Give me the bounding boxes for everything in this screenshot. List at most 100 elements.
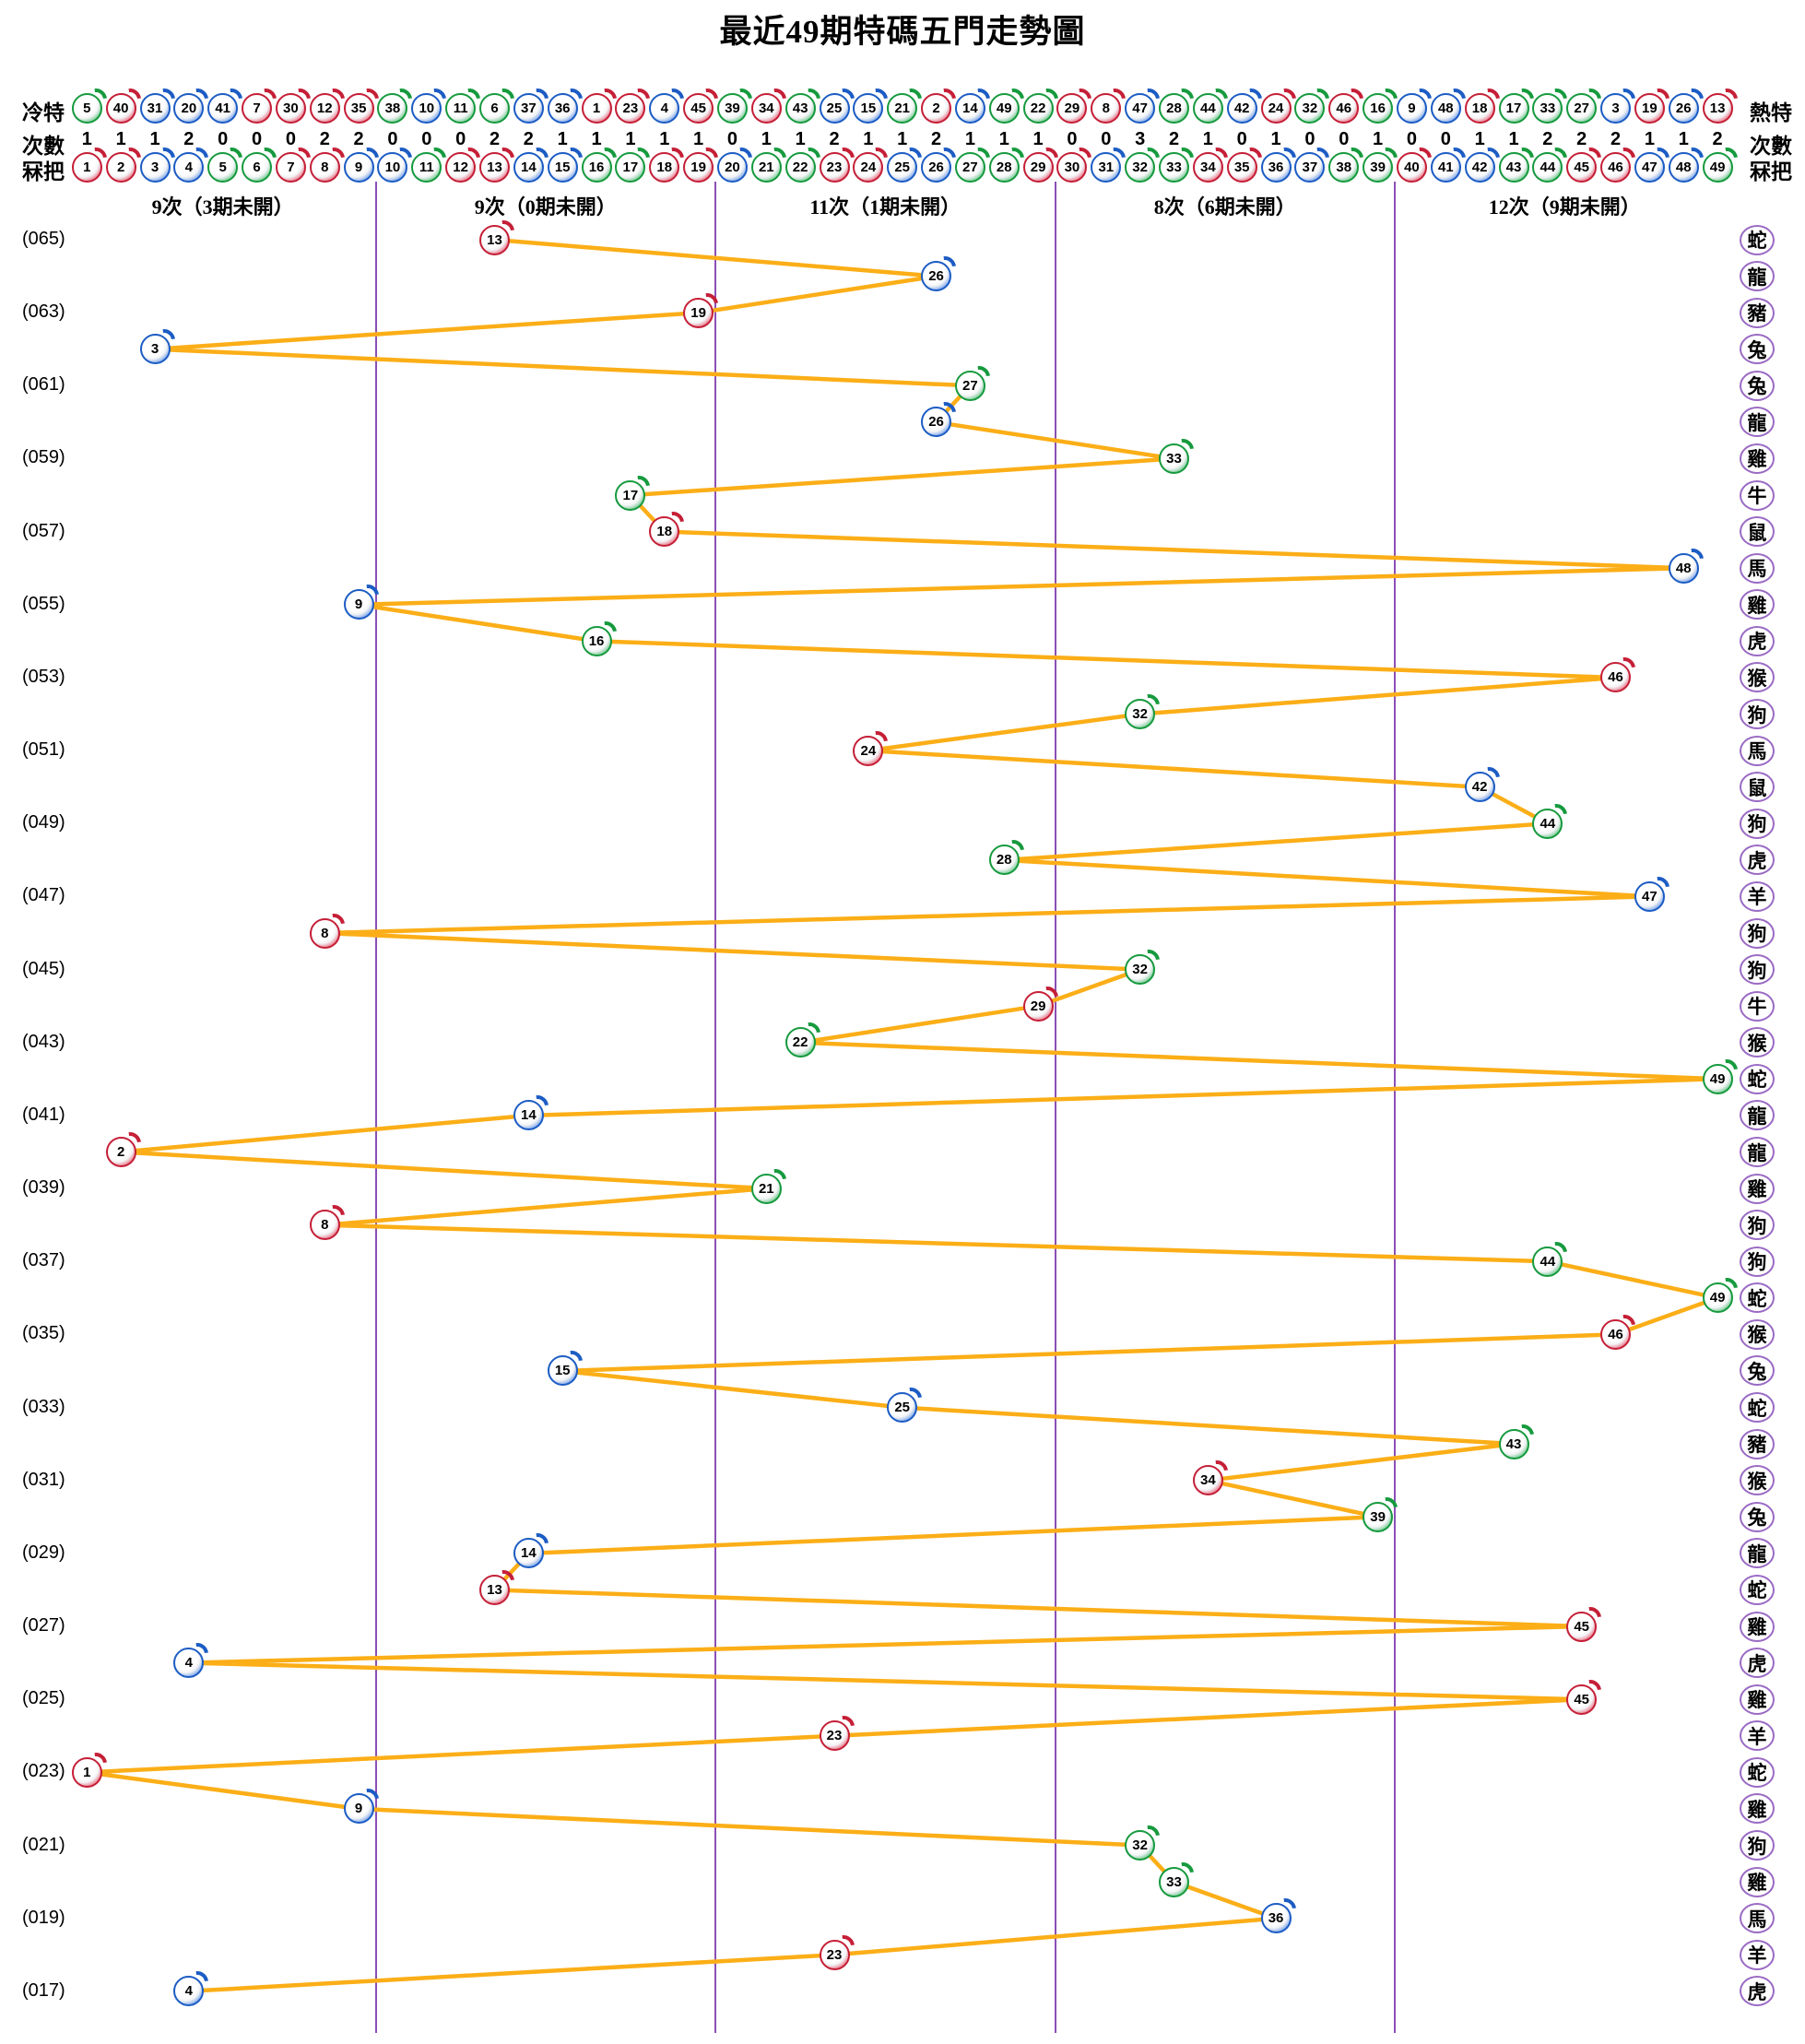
trend-ball-row-33: 25 [887,1392,918,1424]
cold-ball-41: 41 [207,92,239,124]
period-label-057: (057) [22,520,65,541]
cold-ball-23: 23 [615,92,646,124]
period-label-033: (033) [22,1396,65,1417]
count-number-43: 1 [1508,129,1519,149]
trend-ball-row-7: 33 [1159,443,1189,474]
count-label-right: 次數 [1750,135,1792,158]
number-ball-27: 27 [954,152,985,183]
trend-ball-row-44: 9 [343,1793,374,1825]
cold-ball-32: 32 [1294,92,1326,124]
cold-ball-49: 49 [988,92,1020,124]
trend-ball-row-3: 19 [683,297,714,328]
trend-ball-row-23: 22 [785,1027,816,1058]
count-number-26: 2 [930,129,942,149]
number-ball-19: 19 [683,152,714,183]
door-divider-2 [714,182,717,2033]
zodiac-row-13: 猴 [1740,662,1775,693]
count-number-42: 1 [1474,129,1485,149]
number-ball-40: 40 [1396,152,1427,183]
cold-ball-1: 1 [581,92,612,124]
number-ball-2: 2 [105,152,136,183]
count-number-31: 0 [1101,129,1112,149]
count-number-40: 0 [1406,129,1417,149]
count-number-15: 1 [557,129,568,149]
zodiac-row-26: 龍 [1740,1137,1775,1167]
period-label-029: (029) [22,1542,65,1563]
trend-ball-row-43: 1 [71,1756,102,1788]
cold-ball-29: 29 [1056,92,1088,124]
count-number-14: 2 [523,129,534,149]
cold-ball-40: 40 [105,92,136,124]
cold-ball-45: 45 [683,92,714,124]
zodiac-row-2: 龍 [1740,261,1775,292]
period-label-059: (059) [22,447,65,468]
hot-special-label: 熱特 [1750,101,1792,124]
count-number-10: 0 [387,129,398,149]
number-ball-3: 3 [139,152,171,183]
trend-ball-row-6: 26 [921,407,952,438]
trend-ball-row-5: 27 [954,370,985,401]
count-number-3: 1 [149,129,160,149]
zodiac-row-30: 蛇 [1740,1282,1775,1314]
count-number-47: 1 [1644,129,1655,149]
trend-ball-row-18: 28 [988,845,1020,876]
zodiac-row-29: 狗 [1740,1246,1775,1277]
zodiac-row-27: 雞 [1740,1173,1775,1204]
zodiac-row-9: 鼠 [1740,516,1775,548]
cold-ball-36: 36 [547,92,578,124]
count-number-37: 0 [1304,129,1315,149]
trend-ball-row-30: 49 [1702,1282,1733,1314]
zodiac-row-20: 狗 [1740,917,1775,949]
trend-ball-row-25: 14 [513,1100,544,1131]
trend-ball-row-1: 13 [479,224,510,255]
cold-ball-18: 18 [1464,92,1495,124]
number-ball-35: 35 [1226,152,1257,183]
period-label-055: (055) [22,593,65,614]
count-number-34: 1 [1202,129,1213,149]
period-label-061: (061) [22,374,65,396]
zodiac-row-46: 雞 [1740,1866,1775,1897]
number-ball-7: 7 [275,152,306,183]
cold-ball-35: 35 [343,92,374,124]
zodiac-row-49: 虎 [1740,1976,1775,2007]
number-ball-39: 39 [1363,152,1394,183]
trend-ball-row-8: 17 [615,479,646,511]
cold-ball-26: 26 [1668,92,1699,124]
count-number-4: 2 [183,129,195,149]
cold-ball-11: 11 [445,92,477,124]
count-number-16: 1 [591,129,602,149]
period-label-021: (021) [22,1834,65,1855]
period-label-041: (041) [22,1104,65,1125]
zodiac-row-7: 雞 [1740,443,1775,474]
number-ball-22: 22 [785,152,816,183]
number-ball-37: 37 [1294,152,1326,183]
zodiac-row-14: 狗 [1740,699,1775,730]
count-number-7: 0 [285,129,296,149]
zodiac-row-40: 虎 [1740,1648,1775,1679]
number-ball-13: 13 [479,152,510,183]
zodiac-row-1: 蛇 [1740,224,1775,255]
count-number-30: 0 [1067,129,1078,149]
number-ball-20: 20 [716,152,748,183]
number-ball-25: 25 [887,152,918,183]
number-ball-33: 33 [1159,152,1189,183]
cold-ball-46: 46 [1328,92,1360,124]
zodiac-row-39: 雞 [1740,1611,1775,1642]
count-number-41: 0 [1440,129,1451,149]
count-number-27: 1 [964,129,975,149]
count-number-23: 2 [829,129,840,149]
trend-ball-row-31: 46 [1600,1318,1632,1350]
period-label-039: (039) [22,1177,65,1199]
zodiac-row-37: 龍 [1740,1538,1775,1569]
zodiac-row-47: 馬 [1740,1903,1775,1934]
period-label-049: (049) [22,812,65,833]
number-ball-32: 32 [1125,152,1156,183]
cold-ball-7: 7 [242,92,273,124]
number-ball-12: 12 [445,152,477,183]
zodiac-row-43: 蛇 [1740,1756,1775,1788]
count-label-left: 次數 [22,135,65,158]
zodiac-row-3: 豬 [1740,297,1775,328]
trend-ball-row-49: 4 [173,1976,205,2007]
trend-ball-row-21: 32 [1125,954,1156,986]
